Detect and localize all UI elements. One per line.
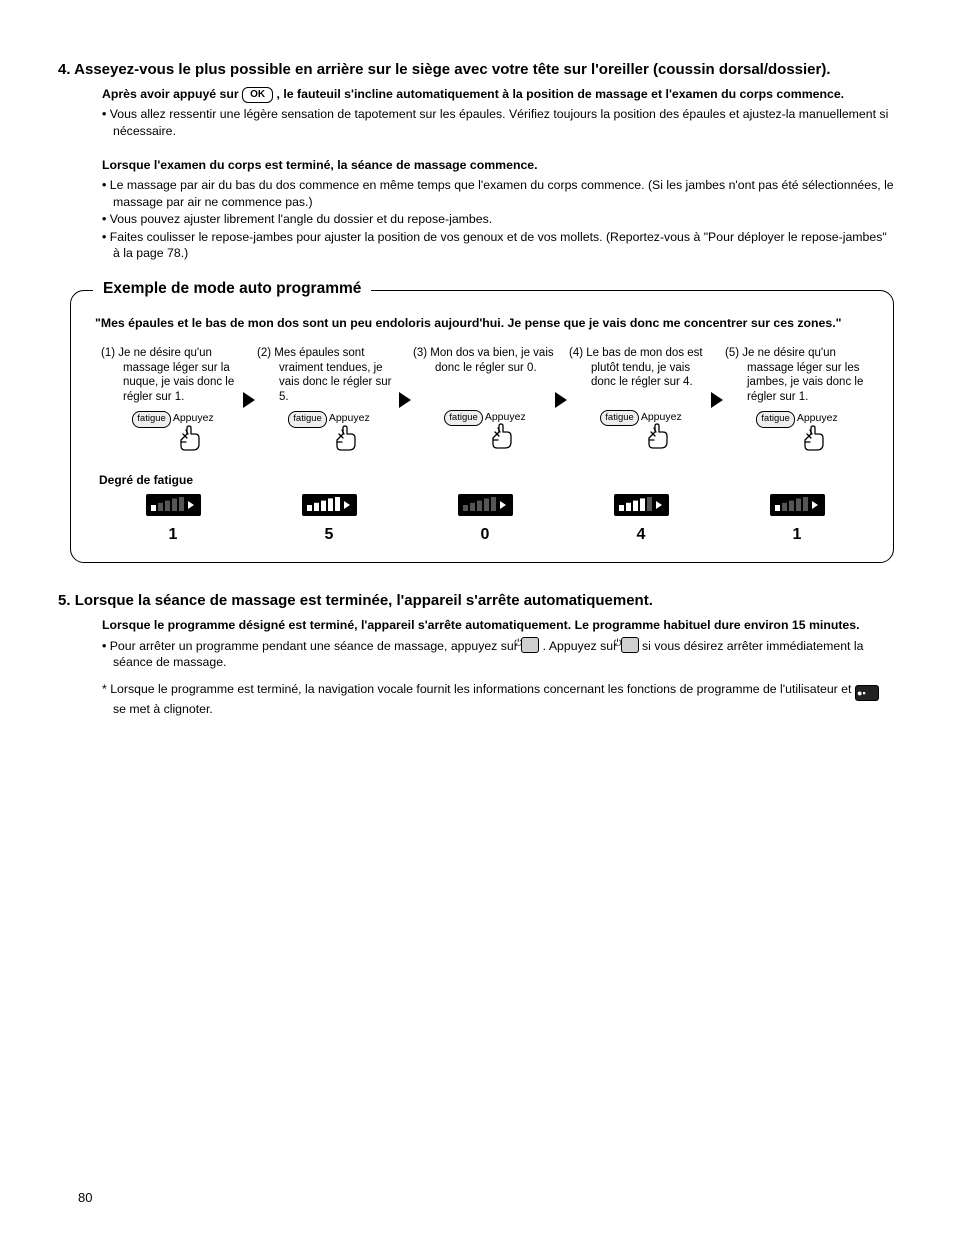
heading-text: Asseyez-vous le plus possible en arrière… [74, 61, 830, 78]
press-label: Appuyez [329, 411, 370, 425]
after-press-pre: Après avoir appuyé sur [102, 87, 242, 101]
hand-press-icon [641, 422, 682, 452]
level-bar-icon [146, 494, 201, 516]
bullet: Faites coulisser le repose-jambes pour a… [102, 229, 894, 262]
press-hand: Appuyez [173, 411, 214, 453]
step-text: (5) Je ne désire qu'un massage léger sur… [725, 346, 869, 406]
step-text: (2) Mes épaules sont vraiment tendues, j… [257, 346, 401, 406]
program-indicator-icon: ●▪ [855, 685, 879, 701]
level-bars-row: 15041 [95, 494, 875, 546]
page-number: 80 [78, 1189, 92, 1207]
press-row: fatigueAppuyez [413, 410, 557, 452]
example-step: (5) Je ne désire qu'un massage léger sur… [719, 346, 875, 454]
press-row: fatigueAppuyez [725, 411, 869, 453]
press-row: fatigueAppuyez [101, 411, 245, 453]
level-cell: 1 [719, 494, 875, 546]
bullet: Le massage par air du bas du dos commenc… [102, 177, 894, 210]
example-step: (1) Je ne désire qu'un massage léger sur… [95, 346, 251, 454]
after-press-line: Après avoir appuyé sur OK , le fauteuil … [102, 86, 894, 103]
section5-bullets: Pour arrêter un programme pendant une sé… [102, 637, 894, 671]
level-number: 0 [407, 524, 563, 546]
power-button-icon [521, 637, 539, 653]
section-5-heading: 5. Lorsque la séance de massage est term… [58, 591, 894, 611]
after-press-post: , le fauteuil s'incline automatiquement … [277, 87, 845, 101]
star-note: * Lorsque le programme est terminé, la n… [102, 681, 894, 718]
press-hand: Appuyez [485, 410, 526, 452]
bullets-a: Vous allez ressentir une légère sensatio… [102, 106, 894, 139]
bullets-b: Le massage par air du bas du dos commenc… [102, 177, 894, 262]
txt: se met à clignoter. [113, 702, 213, 716]
step-text: (4) Le bas de mon dos est plutôt tendu, … [569, 346, 713, 404]
manual-page: 4. Asseyez-vous le plus possible en arri… [0, 0, 954, 1235]
level-number: 1 [95, 524, 251, 546]
heading-num: 4. [58, 61, 71, 78]
section-4-heading: 4. Asseyez-vous le plus possible en arri… [58, 60, 894, 80]
power-button-icon [621, 637, 639, 653]
press-row: fatigueAppuyez [569, 410, 713, 452]
fatigue-button-icon: fatigue [132, 411, 171, 428]
fatigue-button-icon: fatigue [756, 411, 795, 428]
level-number: 4 [563, 524, 719, 546]
level-cell: 1 [95, 494, 251, 546]
txt: Pour arrêter un programme pendant une sé… [110, 639, 522, 653]
level-bar-icon [458, 494, 513, 516]
press-hand: Appuyez [329, 411, 370, 453]
level-cell: 0 [407, 494, 563, 546]
degree-row: Degré de fatigue 15041 [95, 472, 875, 546]
fatigue-button-icon: fatigue [288, 411, 327, 428]
press-label: Appuyez [485, 410, 526, 424]
section-4-body: Après avoir appuyé sur OK , le fauteuil … [78, 86, 894, 262]
ok-button-icon: OK [242, 87, 273, 103]
level-bar-icon [614, 494, 669, 516]
example-frame: Exemple de mode auto programmé "Mes épau… [70, 290, 894, 563]
bullet: Vous allez ressentir une légère sensatio… [102, 106, 894, 139]
press-label: Appuyez [173, 411, 214, 425]
example-step: (2) Mes épaules sont vraiment tendues, j… [251, 346, 407, 454]
section-5-body: Lorsque le programme désigné est terminé… [78, 617, 894, 717]
hand-press-icon [173, 424, 214, 454]
txt: . Appuyez sur [543, 639, 621, 653]
heading-num: 5. [58, 592, 71, 609]
example-title: Exemple de mode auto programmé [93, 279, 371, 300]
example-step: (3) Mon dos va bien, je vais donc le rég… [407, 346, 563, 452]
level-number: 5 [251, 524, 407, 546]
level-bar-icon [302, 494, 357, 516]
press-hand: Appuyez [641, 410, 682, 452]
press-hand: Appuyez [797, 411, 838, 453]
fatigue-button-icon: fatigue [444, 410, 483, 427]
step-text: (3) Mon dos va bien, je vais donc le rég… [413, 346, 557, 404]
level-number: 1 [719, 524, 875, 546]
txt: Lorsque le programme est terminé, la nav… [110, 682, 855, 696]
heading-text: Lorsque la séance de massage est terminé… [75, 592, 653, 609]
press-row: fatigueAppuyez [257, 411, 401, 453]
hand-press-icon [329, 424, 370, 454]
sub2: Lorsque l'examen du corps est terminé, l… [102, 157, 894, 174]
hand-press-icon [485, 422, 526, 452]
example-quote: "Mes épaules et le bas de mon dos sont u… [95, 315, 875, 332]
hand-press-icon [797, 424, 838, 454]
step-text: (1) Je ne désire qu'un massage léger sur… [101, 346, 245, 406]
example-step: (4) Le bas de mon dos est plutôt tendu, … [563, 346, 719, 452]
press-label: Appuyez [641, 410, 682, 424]
level-cell: 5 [251, 494, 407, 546]
press-label: Appuyez [797, 411, 838, 425]
level-cell: 4 [563, 494, 719, 546]
section5-sub: Lorsque le programme désigné est terminé… [102, 617, 894, 634]
fatigue-button-icon: fatigue [600, 410, 639, 427]
level-bar-icon [770, 494, 825, 516]
bullet: Vous pouvez ajuster librement l'angle du… [102, 211, 894, 228]
bullet: Pour arrêter un programme pendant une sé… [102, 637, 894, 671]
degree-label: Degré de fatigue [99, 472, 875, 488]
example-steps-row: (1) Je ne désire qu'un massage léger sur… [95, 346, 875, 454]
